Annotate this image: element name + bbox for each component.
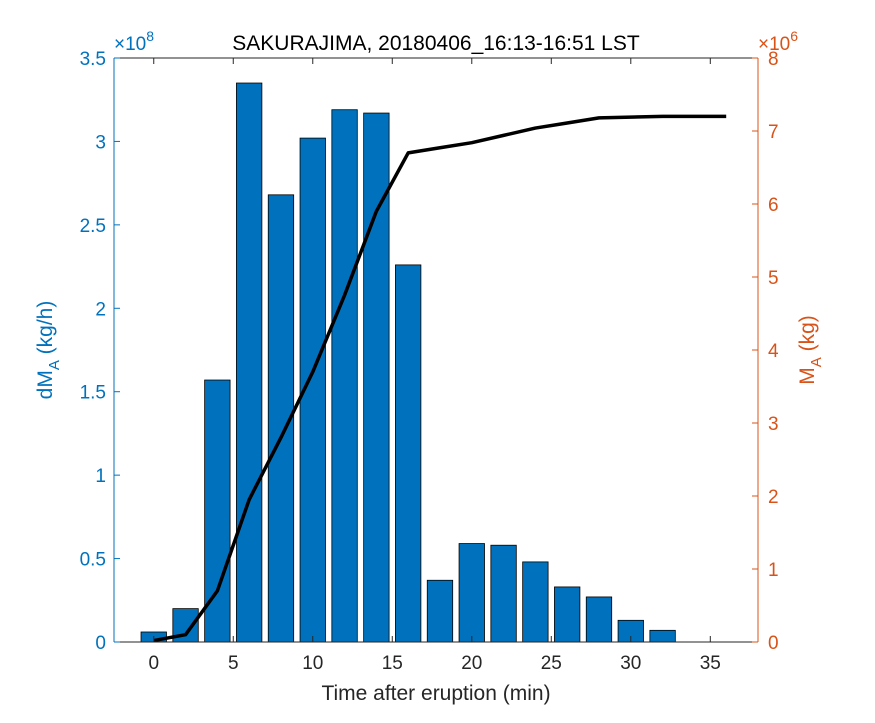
y-left-exponent-power: 8	[146, 28, 154, 44]
y-right-tick-label: 2	[768, 487, 779, 508]
y-right-tick-label: 1	[768, 560, 779, 581]
bar	[395, 264, 422, 643]
y-right-tick-label: 8	[768, 49, 779, 70]
x-tick-label: 15	[382, 653, 403, 674]
line-layer	[153, 114, 727, 643]
y-left-label-sub: A	[46, 360, 63, 370]
x-tick-label: 20	[461, 653, 482, 674]
y-right-axis-label: MA (kg)	[796, 315, 825, 385]
y-left-exponent-base: ×10	[114, 34, 146, 55]
y-left-tick-label: 2	[95, 299, 106, 320]
y-left-label-unit: (kg/h)	[34, 301, 57, 361]
y-left-tick-label: 2.5	[80, 216, 106, 237]
y-right-label-sub: A	[808, 357, 825, 367]
x-axis-label: Time after eruption (min)	[321, 682, 550, 705]
x-tick-label: 25	[541, 653, 562, 674]
x-tick-label: 35	[700, 653, 721, 674]
chart-title: SAKURAJIMA, 20180406_16:13-16:51 LST	[232, 32, 640, 55]
y-right-label-unit: (kg)	[796, 315, 819, 357]
bars-layer	[140, 82, 676, 643]
bar	[458, 543, 485, 643]
y-left-tick-label: 0	[95, 633, 106, 654]
bar	[236, 82, 263, 643]
y-right-tick-label: 0	[768, 633, 779, 654]
y-right-tick-label: 6	[768, 195, 779, 216]
y-left-tick-label: 1.5	[80, 383, 106, 404]
y-right-tick-label: 5	[768, 268, 779, 289]
bar	[363, 112, 390, 643]
y-right-exponent-base: ×10	[758, 34, 790, 55]
y-left-tick-label: 0.5	[80, 550, 106, 571]
bar	[522, 561, 549, 643]
y-right-tick-label: 3	[768, 414, 779, 435]
bar	[204, 379, 231, 643]
y-right-label-base: M	[796, 367, 819, 385]
x-tick-label: 10	[302, 653, 323, 674]
bar	[426, 579, 454, 643]
y-left-exponent: ×108	[114, 28, 154, 55]
y-right-exponent: ×106	[758, 28, 798, 55]
x-tick-label: 0	[148, 653, 159, 674]
y-left-tick-label: 1	[95, 466, 106, 487]
y-left-tick-label: 3	[95, 132, 106, 153]
x-tick-label: 5	[228, 653, 239, 674]
y-right-tick-label: 7	[768, 122, 779, 143]
bar	[490, 544, 517, 643]
y-left-tick-label: 3.5	[80, 49, 106, 70]
bar	[554, 586, 581, 643]
cumulative-line	[153, 114, 727, 643]
y-left-label-base: dM	[34, 370, 57, 399]
y-right-tick-label: 4	[768, 341, 779, 362]
ticks-layer: 0 5 10 15 20 25 30 35 0 0.5 1 1.5 2 2.5 3 3.5 0 1 2 3 4 5 6 7 8	[80, 49, 779, 674]
y-right-exponent-power: 6	[790, 28, 798, 44]
y-left-axis-label: dMA (kg/h)	[34, 301, 63, 400]
x-tick-label: 30	[620, 653, 641, 674]
bar	[649, 629, 676, 643]
bar	[331, 109, 358, 643]
bar	[585, 596, 613, 643]
